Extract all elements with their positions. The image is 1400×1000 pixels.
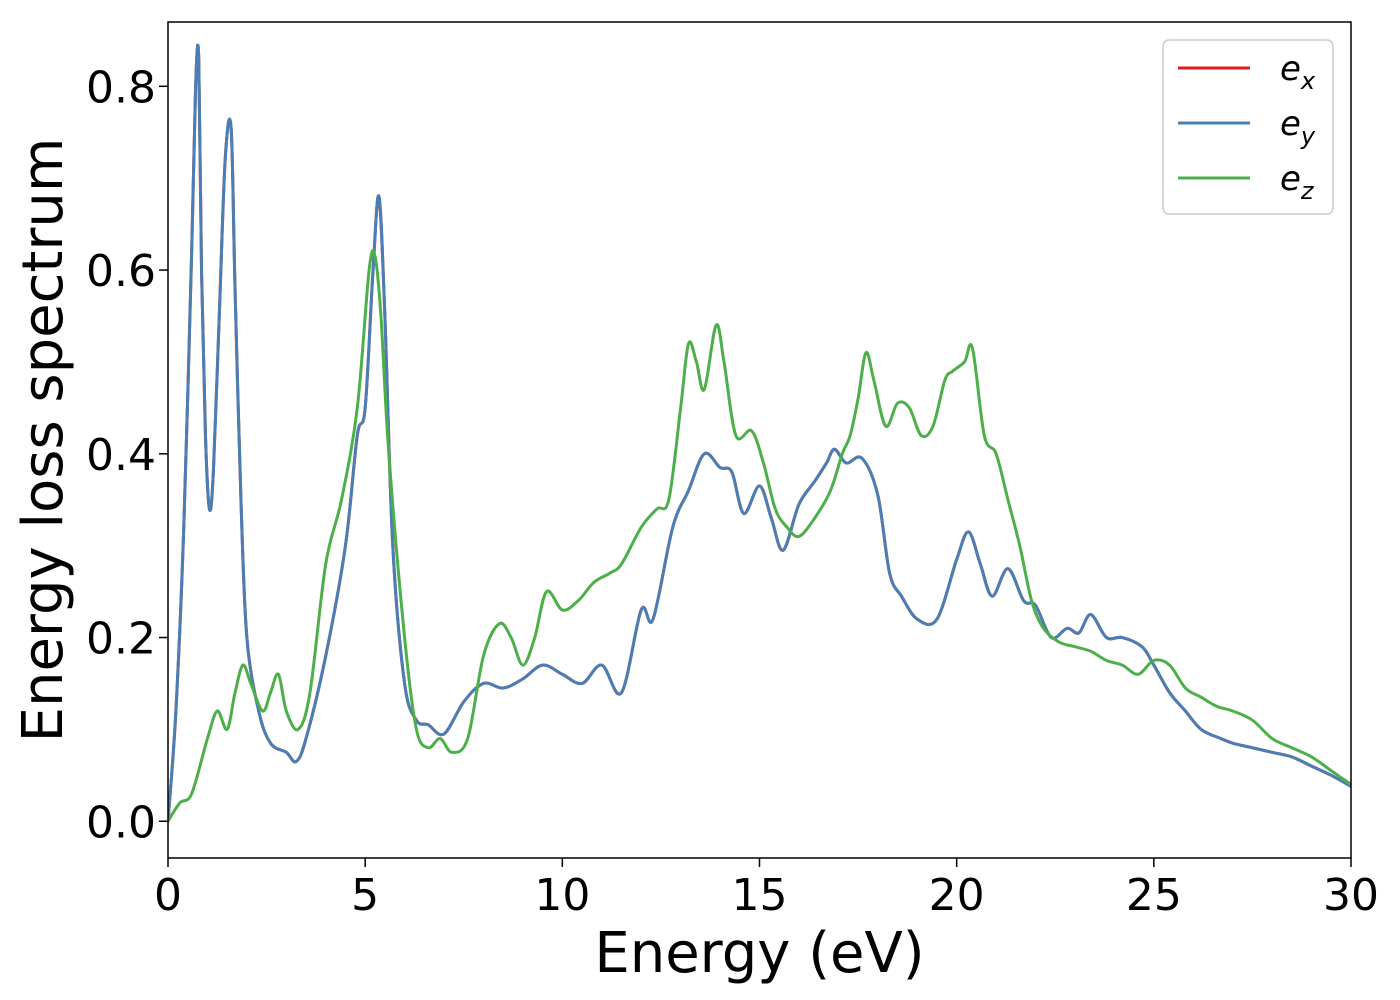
y-tick-label: 0.4	[86, 430, 156, 481]
x-axis: 0 5 10 15 20 25 30	[154, 858, 1379, 921]
x-tick-label: 15	[732, 870, 788, 921]
legend-label-subscript: z	[1300, 177, 1315, 205]
x-tick-label: 10	[534, 870, 590, 921]
x-tick-label: 25	[1126, 870, 1182, 921]
x-tick-label: 30	[1323, 870, 1379, 921]
legend-label-base: e	[1280, 49, 1301, 89]
legend-label-y: ey	[1280, 104, 1316, 150]
legend-label-subscript: y	[1300, 122, 1316, 150]
legend-label-subscript: x	[1300, 67, 1316, 95]
legend-label-base: e	[1280, 104, 1301, 144]
y-tick-label: 0.6	[86, 246, 156, 297]
legend-label-z: ez	[1280, 159, 1315, 205]
y-tick-label: 0.0	[86, 797, 156, 848]
x-tick-label: 5	[351, 870, 379, 921]
legend-box	[1162, 39, 1334, 215]
x-tick-label: 20	[929, 870, 985, 921]
series-layer	[168, 43, 1351, 823]
y-axis: 0.0 0.2 0.4 0.6 0.8	[86, 62, 168, 848]
series-line-z	[168, 249, 1351, 823]
x-axis-title: Energy (eV)	[594, 921, 924, 986]
x-tick-label: 0	[154, 870, 182, 921]
series-line-y	[168, 43, 1351, 823]
legend-label-base: e	[1280, 159, 1301, 199]
y-tick-label: 0.2	[86, 614, 156, 665]
legend-label-x: ex	[1280, 49, 1316, 95]
y-tick-label: 0.8	[86, 62, 156, 113]
y-axis-title: Energy loss spectrum	[11, 138, 76, 743]
